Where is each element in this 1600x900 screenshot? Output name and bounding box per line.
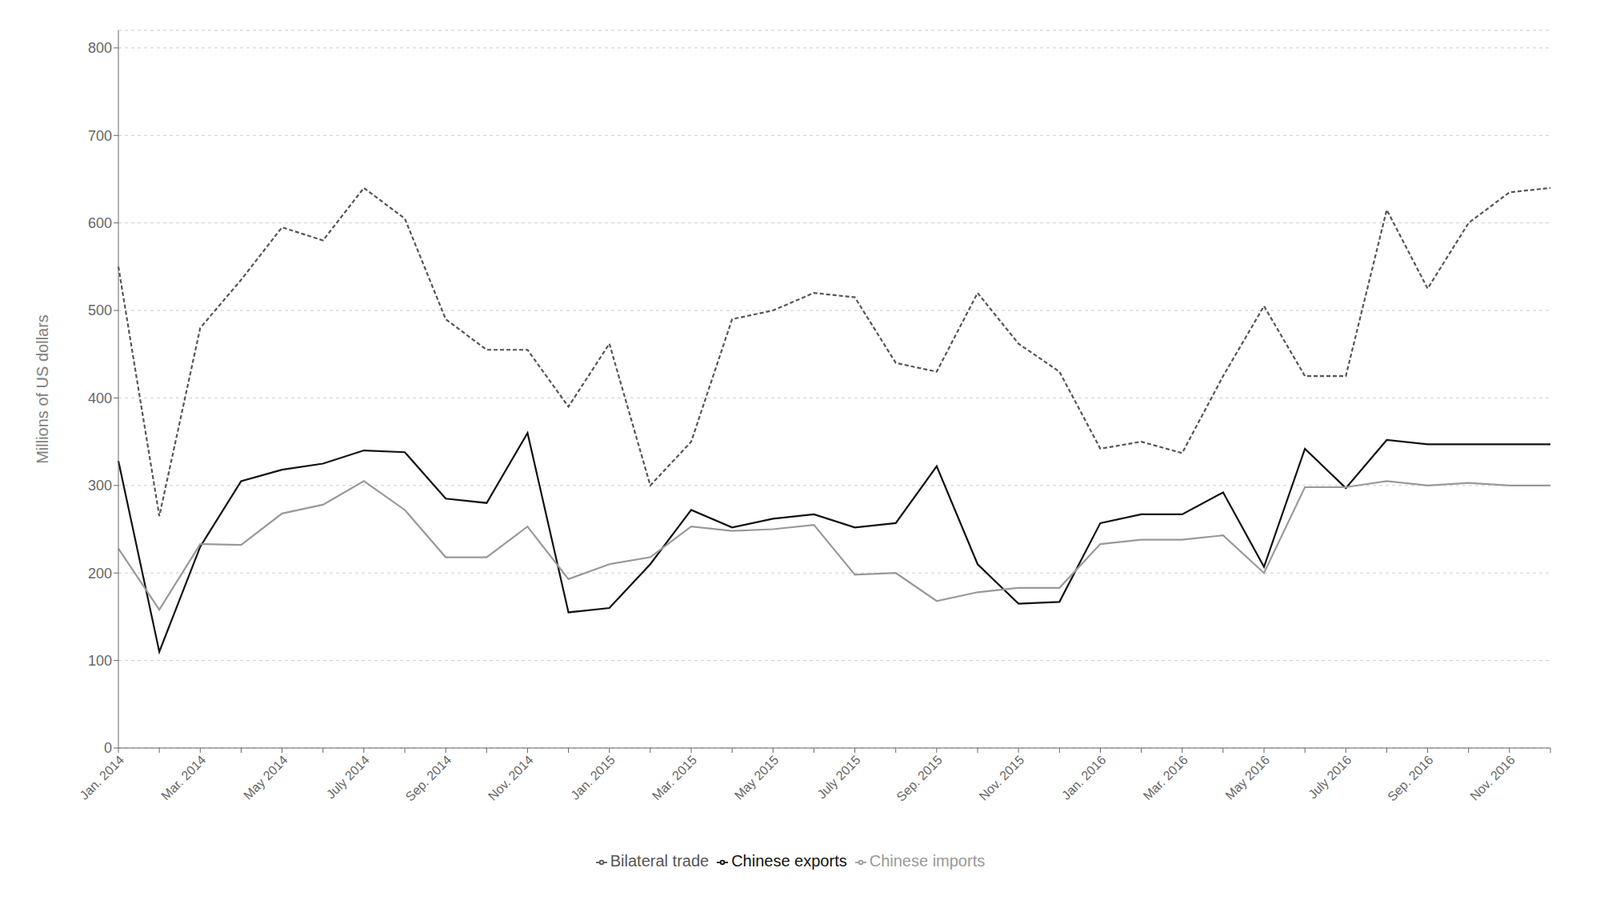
svg-text:July 2016: July 2016 [1305,752,1355,802]
svg-text:0: 0 [104,740,112,756]
svg-text:Mar. 2016: Mar. 2016 [1140,752,1191,803]
svg-text:July 2015: July 2015 [814,752,864,802]
svg-text:Nov. 2015: Nov. 2015 [976,752,1028,804]
svg-text:300: 300 [88,477,112,494]
svg-text:Nov. 2014: Nov. 2014 [485,752,536,804]
svg-text:500: 500 [88,302,112,319]
svg-text:Jan. 2016: Jan. 2016 [1059,752,1109,803]
svg-text:600: 600 [88,215,112,232]
svg-text:Millions of US dollars: Millions of US dollars [33,314,52,464]
svg-text:100: 100 [88,652,112,669]
html-text:Chinese imports: Chinese imports [869,852,985,870]
html-text:Bilateral trade: Bilateral trade [610,852,709,870]
svg-text:Sep. 2015: Sep. 2015 [893,752,945,804]
svg-text:May 2014: May 2014 [240,752,291,803]
svg-text:May 2016: May 2016 [1222,752,1272,803]
svg-text:Mar. 2014: Mar. 2014 [158,752,208,803]
svg-text:800: 800 [88,40,112,56]
svg-text:200: 200 [88,565,112,582]
svg-text:700: 700 [88,128,112,144]
svg-text:Sep. 2014: Sep. 2014 [403,752,455,804]
svg-text:Nov. 2016: Nov. 2016 [1467,752,1518,804]
svg-text:Mar. 2015: Mar. 2015 [649,752,700,803]
svg-text:Jan. 2014: Jan. 2014 [76,752,127,803]
svg-text:Sep. 2016: Sep. 2016 [1384,752,1436,804]
svg-text:May 2015: May 2015 [732,752,782,803]
svg-text:400: 400 [88,390,112,407]
svg-text:Jan. 2015: Jan. 2015 [568,752,618,803]
html-text:Chinese exports: Chinese exports [731,852,847,870]
svg-text:July 2014: July 2014 [324,752,373,802]
